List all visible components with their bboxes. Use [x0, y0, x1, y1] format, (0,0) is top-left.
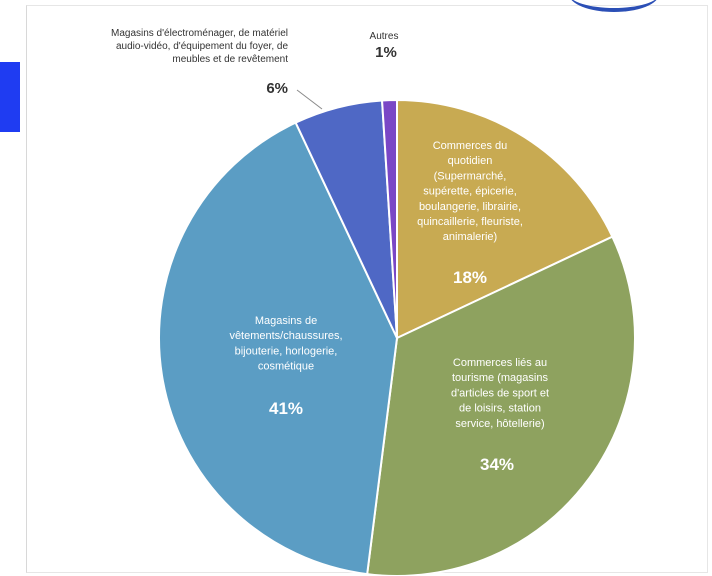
pie-slices	[158, 98, 636, 576]
slice-label: Commerces liés au tourisme (magasins d'art…	[451, 357, 549, 430]
slice-label-line: tourisme (magasins	[452, 372, 548, 384]
slice-percent-label: 1%	[375, 44, 397, 61]
slice-label-line: meubles et de revêtement	[172, 54, 288, 65]
slice-label: Commerces du quotidien (Supermarché, supére…	[417, 140, 523, 243]
slice-label-line: quincaillerie, fleuriste,	[417, 216, 523, 228]
slice-label-line: quotidien	[448, 155, 493, 167]
left-accent-bar	[0, 62, 20, 132]
slice-percent-label: 34%	[480, 455, 514, 474]
slice-percent-label: 6%	[266, 80, 288, 97]
slice-label-line: vêtements/chaussures,	[229, 330, 342, 342]
slice-label-line: supérette, épicerie,	[423, 186, 517, 198]
pie-slice	[396, 98, 614, 340]
slice-label-line: service, hôtellerie)	[455, 418, 544, 430]
pie-slice	[366, 235, 636, 576]
slice-label-line: de loisirs, station	[459, 403, 541, 415]
slice-label-line: Magasins de	[255, 315, 317, 327]
slice-label: Magasins de vêtements/chaussures, bijouter…	[229, 315, 342, 373]
slice-label-line: animalerie)	[443, 231, 497, 243]
pie-slice	[158, 121, 399, 576]
slice-label-line: Autres	[370, 31, 399, 42]
slice-label-line: Magasins d'électroménager, de matériel	[111, 28, 288, 39]
pie-slice	[380, 98, 398, 339]
slice-label: Magasins d'électroménager, de matériel au…	[111, 28, 288, 65]
slice-percent-label: 18%	[453, 268, 487, 287]
slice-label-line: cosmétique	[258, 361, 314, 373]
slice-label: Autres	[370, 31, 399, 42]
slice-label-line: d'articles de sport et	[451, 387, 549, 399]
slice-percent-label: 41%	[269, 399, 303, 418]
slice-label-line: audio-vidéo, d'équipement du foyer, de	[116, 41, 288, 52]
leader-line	[296, 89, 323, 110]
slice-label-line: bijouterie, horlogerie,	[235, 345, 338, 357]
slice-label-line: (Supermarché,	[434, 170, 507, 182]
corner-logo-arc	[569, 0, 659, 12]
slice-label-line: boulangerie, librairie,	[419, 201, 521, 213]
slice-label-line: Commerces liés au	[453, 357, 547, 369]
slice-label-line: Commerces du	[433, 140, 508, 152]
